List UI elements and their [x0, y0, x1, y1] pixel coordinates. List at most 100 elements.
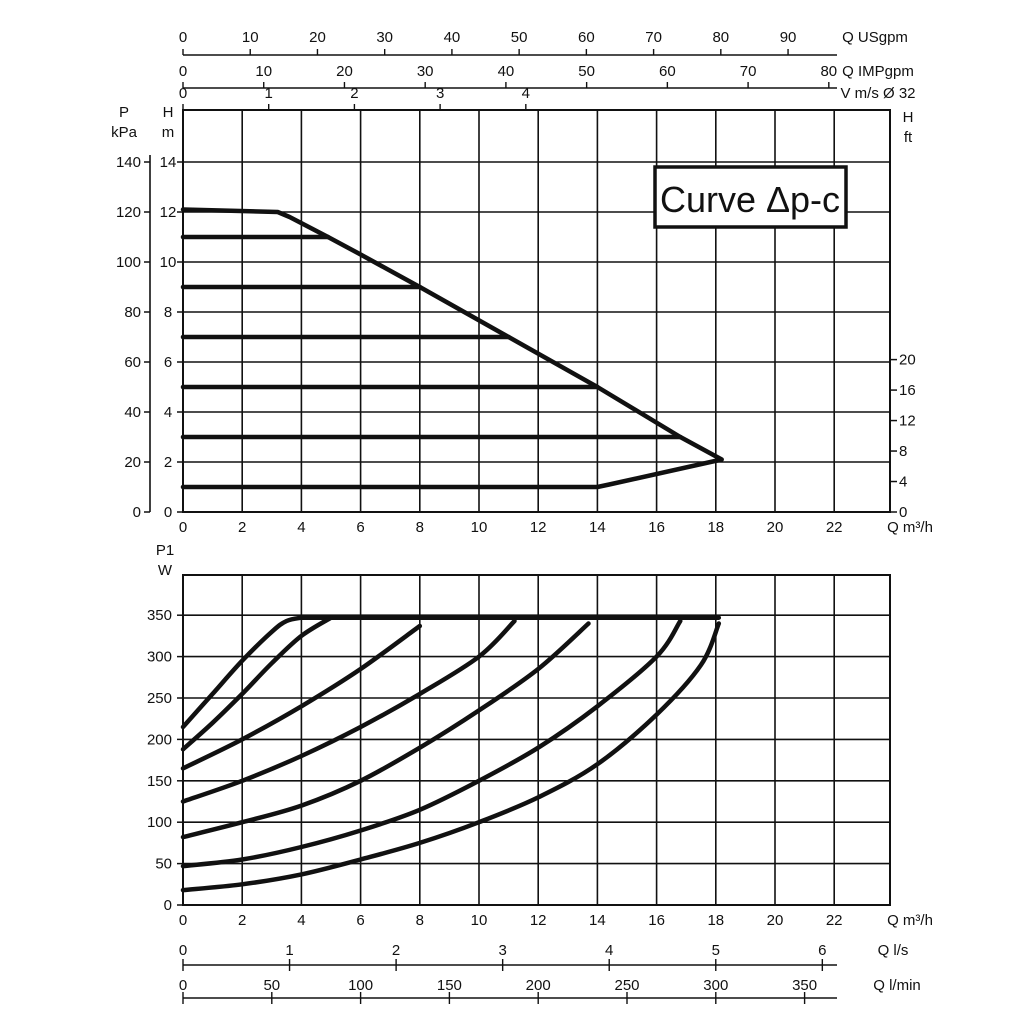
top-axis-0-tick-label-9: 90	[780, 29, 797, 46]
top-x-tick-label-2: 4	[297, 519, 305, 536]
bottom-axis-0-label: Q l/s	[878, 942, 909, 959]
bottom-x-tick-label-11: 22	[826, 912, 843, 929]
top-x-tick-label-5: 10	[471, 519, 488, 536]
h-ft-tick-label-2: 8	[899, 443, 907, 460]
top-axis-0-tick-label-0: 0	[179, 29, 187, 46]
p1-axis-title: P1	[156, 542, 174, 559]
bottom-axis-1-tick-label-5: 250	[614, 977, 639, 994]
bottom-axis-0-tick-label-4: 4	[605, 942, 613, 959]
p1-w-tick-label-1: 50	[155, 856, 172, 873]
bottom-axis-1-tick-label-4: 200	[526, 977, 551, 994]
top-axis-1-tick-label-5: 50	[578, 63, 595, 80]
p1-w-tick-label-7: 350	[147, 607, 172, 624]
p-kpa-tick-label-2: 40	[124, 404, 141, 421]
axes-layer	[144, 49, 897, 1004]
bottom-x-tick-label-7: 14	[589, 912, 606, 929]
bottom-axis-1-tick-label-7: 350	[792, 977, 817, 994]
bottom-series-line-6	[180, 621, 722, 893]
top-axis-1-tick-label-6: 60	[659, 63, 676, 80]
top-axis-1-tick-label-8: 80	[820, 63, 837, 80]
series-layer	[180, 207, 724, 893]
p1-w-tick-label-5: 250	[147, 690, 172, 707]
h-m-axis-unit: m	[162, 124, 175, 141]
bottom-axis-1-label: Q l/min	[873, 977, 921, 994]
bottom-series-line-4	[180, 621, 591, 840]
bottom-axis-1-tick-label-3: 150	[437, 977, 462, 994]
h-m-axis-title: H	[163, 104, 174, 121]
p-kpa-tick-label-3: 60	[124, 354, 141, 371]
h-m-tick-label-5: 10	[160, 254, 177, 271]
top-axis-2-label: V m/s Ø 32	[840, 85, 915, 102]
bottom-axis-1-tick-label-6: 300	[703, 977, 728, 994]
p1-w-tick-label-3: 150	[147, 773, 172, 790]
bottom-axis-0-tick-label-1: 1	[285, 942, 293, 959]
bottom-x-tick-label-8: 16	[648, 912, 665, 929]
top-axis-1-tick-label-2: 20	[336, 63, 353, 80]
h-ft-tick-label-5: 20	[899, 352, 916, 369]
top-axis-0-tick-label-3: 30	[376, 29, 393, 46]
bottom-axis-0-tick-label-2: 2	[392, 942, 400, 959]
h-ft-tick-label-4: 16	[899, 382, 916, 399]
h-ft-axis-unit: ft	[904, 129, 913, 146]
h-m-tick-label-4: 8	[164, 304, 172, 321]
top-x-tick-label-9: 18	[707, 519, 724, 536]
top-series-line-0	[180, 207, 724, 490]
p-kpa-tick-label-0: 0	[133, 504, 141, 521]
top-x-axis-label: Q m³/h	[887, 519, 933, 536]
bottom-axis-1-tick-label-0: 0	[179, 977, 187, 994]
bottom-axis-1-tick-label-2: 100	[348, 977, 373, 994]
p-kpa-axis-unit: kPa	[111, 124, 138, 141]
bottom-x-tick-label-4: 8	[416, 912, 424, 929]
top-axis-2-tick-label-0: 0	[179, 85, 187, 102]
h-ft-axis-title: H	[903, 109, 914, 126]
top-x-tick-label-3: 6	[356, 519, 364, 536]
bottom-x-tick-label-3: 6	[356, 912, 364, 929]
top-x-tick-label-7: 14	[589, 519, 606, 536]
chart-title-box: Curve Δp-c	[653, 165, 848, 229]
top-x-tick-label-6: 12	[530, 519, 547, 536]
bottom-series-line-0	[180, 615, 722, 730]
bottom-series-line-1	[180, 615, 334, 752]
h-ft-tick-label-3: 12	[899, 413, 916, 430]
bottom-series-line-2	[180, 623, 423, 771]
bottom-x-axis-label: Q m³/h	[887, 912, 933, 929]
top-x-tick-label-10: 20	[767, 519, 784, 536]
bottom-x-tick-label-10: 20	[767, 912, 784, 929]
top-axis-1-tick-label-3: 30	[417, 63, 434, 80]
top-axis-1-tick-label-1: 10	[255, 63, 272, 80]
grid-layer	[183, 110, 890, 905]
h-m-tick-label-3: 6	[164, 354, 172, 371]
p-kpa-axis-title: P	[119, 104, 129, 121]
top-x-tick-label-8: 16	[648, 519, 665, 536]
h-m-tick-label-1: 2	[164, 454, 172, 471]
p1-w-tick-label-0: 0	[164, 897, 172, 914]
p-kpa-tick-label-5: 100	[116, 254, 141, 271]
bottom-axis-1-tick-label-1: 50	[263, 977, 280, 994]
top-axis-0-tick-label-4: 40	[444, 29, 461, 46]
p1-axis-unit: W	[158, 562, 173, 579]
chart-title: Curve Δp-c	[660, 179, 840, 220]
bottom-x-tick-label-9: 18	[707, 912, 724, 929]
h-ft-tick-label-0: 0	[899, 504, 907, 521]
p-kpa-tick-label-6: 120	[116, 204, 141, 221]
top-x-tick-label-0: 0	[179, 519, 187, 536]
top-x-tick-label-4: 8	[416, 519, 424, 536]
top-axis-0-tick-label-8: 80	[712, 29, 729, 46]
p-kpa-tick-label-7: 140	[116, 154, 141, 171]
top-axis-2-tick-label-3: 3	[436, 85, 444, 102]
p1-w-tick-label-6: 300	[147, 649, 172, 666]
h-m-tick-label-7: 14	[160, 154, 177, 171]
top-axis-0-label: Q USgpm	[842, 29, 908, 46]
bottom-x-tick-label-2: 4	[297, 912, 305, 929]
h-m-tick-label-2: 4	[164, 404, 172, 421]
bottom-x-tick-label-5: 10	[471, 912, 488, 929]
top-axis-2-tick-label-1: 1	[265, 85, 273, 102]
bottom-axis-0-tick-label-0: 0	[179, 942, 187, 959]
text-layer: 0 2 4 6 8 10 12 14 16 18 20 22 Q m³/h02468101214Hm02…	[111, 29, 933, 994]
bottom-x-tick-label-1: 2	[238, 912, 246, 929]
h-m-tick-label-6: 12	[160, 204, 177, 221]
top-x-tick-label-11: 22	[826, 519, 843, 536]
top-axis-1-tick-label-7: 70	[740, 63, 757, 80]
